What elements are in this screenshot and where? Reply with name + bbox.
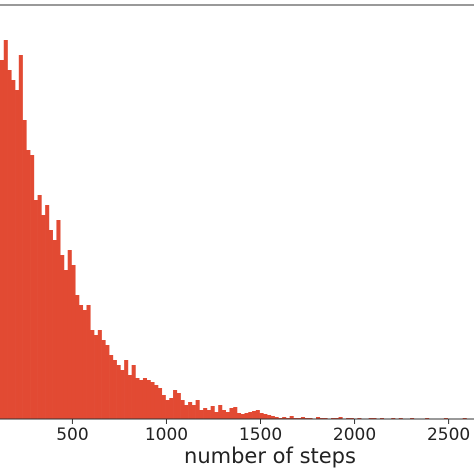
bar (263, 414, 268, 419)
bar (180, 400, 185, 419)
bar (63, 270, 69, 419)
bar (41, 215, 46, 419)
x-axis-label: number of steps (184, 444, 356, 468)
bar (267, 415, 272, 419)
bar (300, 417, 306, 419)
bar (195, 400, 200, 419)
bar (60, 255, 65, 419)
bar (142, 378, 148, 419)
bar (67, 250, 72, 419)
bar (225, 412, 230, 419)
bar (161, 395, 166, 419)
bar (289, 416, 294, 419)
bar (203, 408, 208, 419)
bar (52, 240, 57, 419)
bar (259, 413, 264, 419)
bar (94, 335, 99, 419)
bar (105, 345, 110, 419)
bar (338, 417, 343, 419)
bar (135, 378, 140, 419)
bar (82, 310, 87, 419)
bar (237, 413, 242, 419)
bar (79, 305, 84, 419)
bar (0, 60, 5, 419)
bar (244, 413, 249, 419)
bar (210, 406, 215, 419)
bar (116, 365, 121, 419)
bar (45, 205, 50, 419)
bar (75, 295, 80, 419)
bar (146, 380, 151, 419)
bar (184, 405, 189, 419)
bar (37, 195, 42, 419)
bar (86, 305, 91, 419)
bar (18, 55, 23, 419)
bar (90, 330, 95, 419)
bar (48, 230, 53, 419)
bar (229, 408, 234, 419)
bar (274, 417, 279, 419)
x-tick-label: 1500 (239, 425, 282, 445)
bar (131, 365, 136, 419)
x-tick-label: 500 (56, 425, 88, 445)
bar (158, 388, 163, 419)
bar (109, 355, 114, 419)
bar (101, 340, 106, 419)
bar (26, 150, 31, 419)
bar (169, 398, 174, 419)
bar (316, 417, 321, 419)
x-tick-label: 1000 (145, 425, 188, 445)
bar (56, 220, 61, 419)
bar (120, 370, 125, 419)
bar (22, 120, 27, 419)
bar (124, 360, 129, 419)
bar (282, 417, 287, 419)
x-tick-label: 2500 (427, 425, 470, 445)
bar (199, 410, 204, 419)
bar (191, 405, 196, 419)
bar (3, 40, 8, 419)
bar (206, 410, 211, 419)
bar (71, 265, 76, 419)
bar (248, 412, 253, 419)
bar (221, 410, 227, 419)
bar (150, 382, 155, 419)
bar (112, 360, 117, 419)
bar (255, 410, 260, 419)
bar (233, 407, 238, 419)
bar (240, 414, 245, 419)
bar (127, 375, 132, 419)
bar (252, 411, 257, 419)
bar (154, 385, 159, 419)
bar (11, 80, 16, 419)
bar (218, 405, 223, 419)
bar (270, 416, 275, 419)
bar (165, 400, 170, 419)
bar (214, 412, 219, 419)
bar (15, 90, 20, 419)
bar (188, 402, 193, 419)
bar (97, 330, 102, 419)
bar (139, 380, 144, 419)
bar (173, 390, 178, 419)
bar (30, 155, 35, 419)
x-tick-label: 2000 (333, 425, 376, 445)
bar (7, 70, 12, 419)
bar (33, 200, 38, 419)
bar (176, 393, 181, 419)
